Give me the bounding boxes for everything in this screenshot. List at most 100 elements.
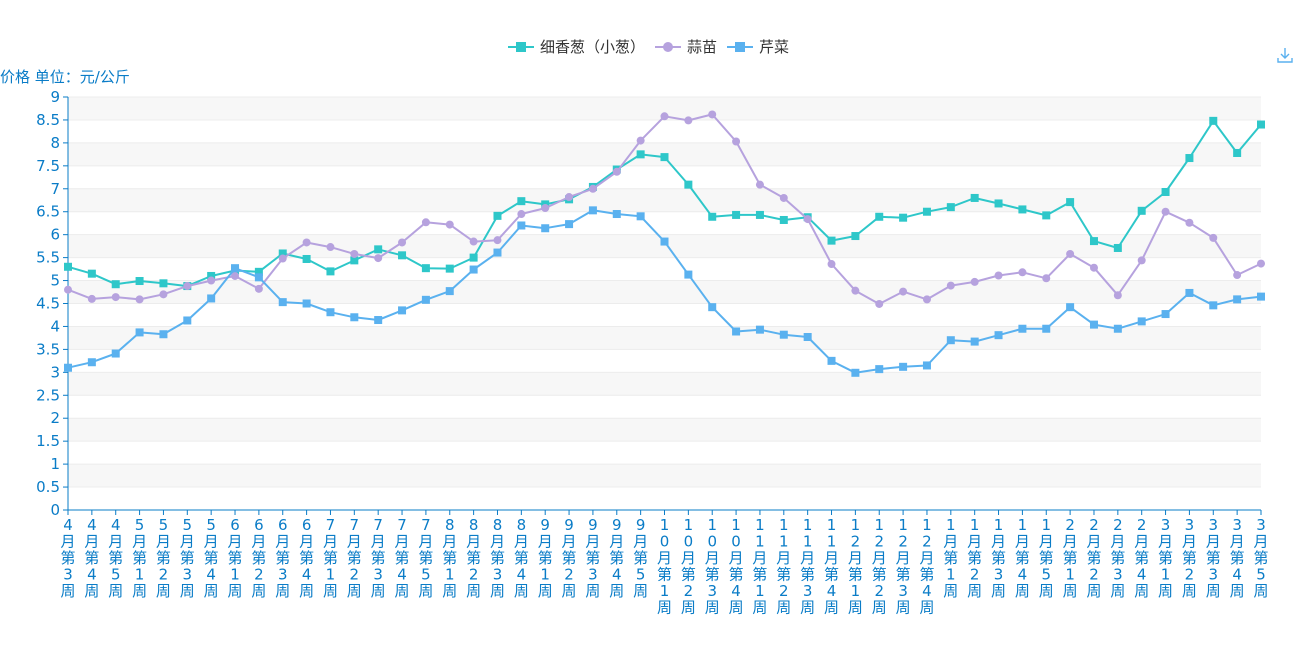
- data-point: [1161, 187, 1170, 196]
- data-point: [755, 210, 764, 219]
- data-point: [1066, 249, 1075, 258]
- data-point: [994, 271, 1003, 280]
- data-point: [183, 316, 192, 325]
- x-tick-label: 1 0 月第 1 周: [657, 516, 672, 617]
- legend-item[interactable]: 细香葱（小葱）: [508, 36, 645, 57]
- data-point: [350, 256, 359, 265]
- x-tick-label: 1 0 月第 2 周: [681, 516, 696, 617]
- data-point: [708, 110, 717, 119]
- data-point: [636, 212, 645, 221]
- data-point: [254, 284, 263, 293]
- data-point: [64, 262, 72, 271]
- data-point: [660, 153, 669, 162]
- data-point: [565, 193, 574, 202]
- x-tick-label: 2 月第 1 周: [1063, 516, 1078, 600]
- data-point: [207, 294, 216, 303]
- data-point: [493, 248, 502, 257]
- data-point: [350, 249, 359, 258]
- x-tick-label: 1 2 月第 2 周: [872, 516, 887, 617]
- y-tick-label: 1.5: [36, 432, 60, 450]
- x-tick-label: 7 月第 5 周: [418, 516, 433, 600]
- data-point: [588, 206, 597, 215]
- data-point: [636, 136, 645, 145]
- y-tick-label: 2.5: [36, 386, 60, 404]
- data-point: [517, 210, 526, 219]
- data-point: [87, 294, 96, 303]
- data-point: [1113, 243, 1122, 252]
- data-point: [87, 358, 96, 367]
- data-point: [493, 236, 502, 245]
- y-tick-label: 3.5: [36, 340, 60, 358]
- y-tick-label: 4.5: [36, 295, 60, 313]
- data-point: [278, 298, 287, 307]
- data-point: [111, 293, 120, 302]
- data-point: [421, 218, 430, 227]
- data-point: [398, 306, 407, 315]
- data-point: [541, 224, 550, 233]
- x-tick-label: 9 月第 3 周: [585, 516, 600, 600]
- data-point: [254, 267, 263, 276]
- data-point: [1137, 256, 1146, 265]
- data-point: [922, 361, 931, 370]
- x-tick-label: 5 月第 4 周: [204, 516, 219, 600]
- x-tick-label: 1 1 月第 4 周: [824, 516, 839, 617]
- data-point: [612, 210, 621, 219]
- data-point: [64, 363, 72, 372]
- data-point: [1089, 320, 1098, 329]
- data-point: [636, 150, 645, 159]
- data-point: [1257, 292, 1265, 301]
- data-point: [994, 199, 1003, 208]
- data-point: [708, 212, 717, 221]
- data-point: [970, 193, 979, 202]
- data-point: [374, 245, 383, 254]
- data-point: [231, 264, 240, 273]
- data-point: [779, 193, 788, 202]
- data-point: [1018, 205, 1027, 214]
- data-point: [803, 332, 812, 341]
- x-tick-label: 8 月第 1 周: [442, 516, 457, 600]
- data-point: [517, 197, 526, 206]
- x-tick-label: 5 月第 2 周: [156, 516, 171, 600]
- data-point: [1137, 206, 1146, 215]
- y-tick-label: 8.5: [36, 111, 60, 129]
- data-point: [1066, 198, 1075, 207]
- data-point: [1233, 271, 1242, 280]
- data-point: [302, 238, 311, 247]
- data-point: [111, 280, 120, 289]
- data-point: [1161, 207, 1170, 216]
- data-point: [302, 299, 311, 308]
- x-tick-label: 1 月第 2 周: [967, 516, 982, 600]
- data-point: [159, 279, 168, 288]
- data-point: [588, 184, 597, 193]
- x-tick-label: 6 月第 1 周: [228, 516, 243, 600]
- data-point: [326, 267, 335, 276]
- data-point: [875, 299, 884, 308]
- data-point: [1233, 295, 1242, 304]
- y-axis-title: 价格 单位：元/公斤: [0, 68, 130, 86]
- data-point: [827, 356, 836, 365]
- download-icon[interactable]: [1276, 46, 1294, 64]
- x-tick-label: 3 月第 3 周: [1206, 516, 1221, 600]
- data-point: [684, 116, 693, 125]
- data-point: [1042, 274, 1051, 283]
- grid-band: [68, 418, 1261, 442]
- y-tick-label: 8: [50, 134, 60, 152]
- x-tick-label: 3 月第 5 周: [1253, 516, 1268, 600]
- legend-item[interactable]: 芹菜: [727, 36, 789, 57]
- x-tick-label: 7 月第 1 周: [323, 516, 338, 600]
- data-point: [207, 271, 216, 280]
- data-point: [1209, 233, 1218, 242]
- legend-item[interactable]: 蒜苗: [655, 36, 717, 57]
- x-tick-label: 3 月第 4 周: [1230, 516, 1245, 600]
- data-point: [135, 328, 144, 337]
- x-tick-label: 1 2 月第 3 周: [896, 516, 911, 617]
- x-tick-label: 5 月第 1 周: [132, 516, 147, 600]
- data-point: [946, 281, 955, 290]
- data-point: [755, 325, 764, 334]
- data-point: [421, 264, 430, 273]
- legend-label: 细香葱（小葱）: [540, 38, 646, 56]
- data-point: [779, 215, 788, 224]
- series-2: [64, 110, 1265, 308]
- data-point: [851, 368, 860, 377]
